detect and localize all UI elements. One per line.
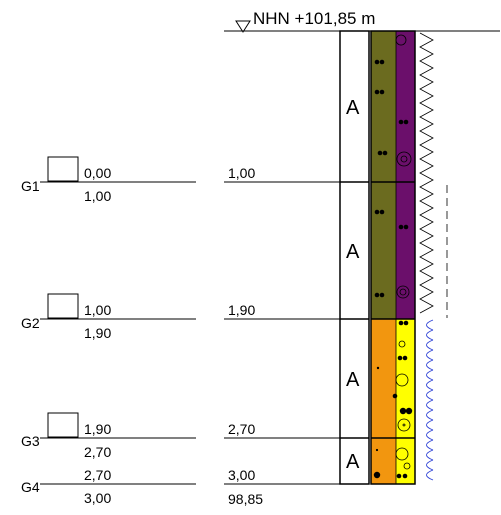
- base-level: 98,85: [228, 491, 263, 507]
- layer-depth: 2,70: [228, 421, 255, 437]
- sampling-method: A: [346, 451, 360, 473]
- water-symbols: [426, 319, 434, 481]
- sampling-column-frame: [339, 30, 370, 485]
- sample-box: [47, 293, 79, 319]
- sample-box: [47, 156, 79, 182]
- gravel-symbols: [373, 59, 413, 479]
- layer-fill-yellow: [396, 319, 415, 484]
- sample-id: G4: [21, 479, 40, 495]
- soil-column-frame: [370, 30, 416, 485]
- sampling-method: A: [346, 369, 360, 391]
- sample-top: 1,00: [84, 302, 111, 318]
- layer-depth: 1,00: [228, 165, 255, 181]
- sample-g2: G2 1,00 1,90: [21, 293, 196, 341]
- sample-g4: G4 2,70 3,00: [21, 467, 196, 506]
- depth-labels: 1,00 1,90 2,70 3,00 98,85: [224, 165, 340, 507]
- sample-top: 1,90: [84, 421, 111, 437]
- ground-level-label: NHN +101,85 m: [253, 9, 375, 28]
- sample-bottom: 2,70: [84, 444, 111, 460]
- sampling-column: A A A A: [339, 30, 370, 485]
- sample-bottom: 1,00: [84, 188, 111, 204]
- sample-g1: G1 0,00 1,00: [21, 156, 196, 204]
- sample-bottom: 1,90: [84, 325, 111, 341]
- layer-fill-orange: [371, 319, 396, 484]
- layer-fill-olive: [371, 31, 396, 319]
- level-triangle-icon: [235, 20, 251, 33]
- layer-fill-purple: [396, 31, 415, 319]
- sample-box: [47, 412, 79, 438]
- sampling-method: A: [346, 97, 360, 119]
- sampling-method: A: [346, 241, 360, 263]
- zigzag-pattern: [419, 32, 434, 314]
- sample-bottom: 3,00: [84, 490, 111, 506]
- sample-top: 2,70: [84, 467, 111, 483]
- layer-depth: 3,00: [228, 467, 255, 483]
- sample-id: G3: [21, 433, 40, 449]
- soil-column: [370, 30, 416, 485]
- layer-depth: 1,90: [228, 302, 255, 318]
- sample-g3: G3 1,90 2,70: [21, 412, 196, 460]
- stone-symbols: [395, 34, 412, 470]
- sample-top: 0,00: [84, 165, 111, 181]
- sample-id: G2: [21, 315, 40, 331]
- sample-id: G1: [21, 178, 40, 194]
